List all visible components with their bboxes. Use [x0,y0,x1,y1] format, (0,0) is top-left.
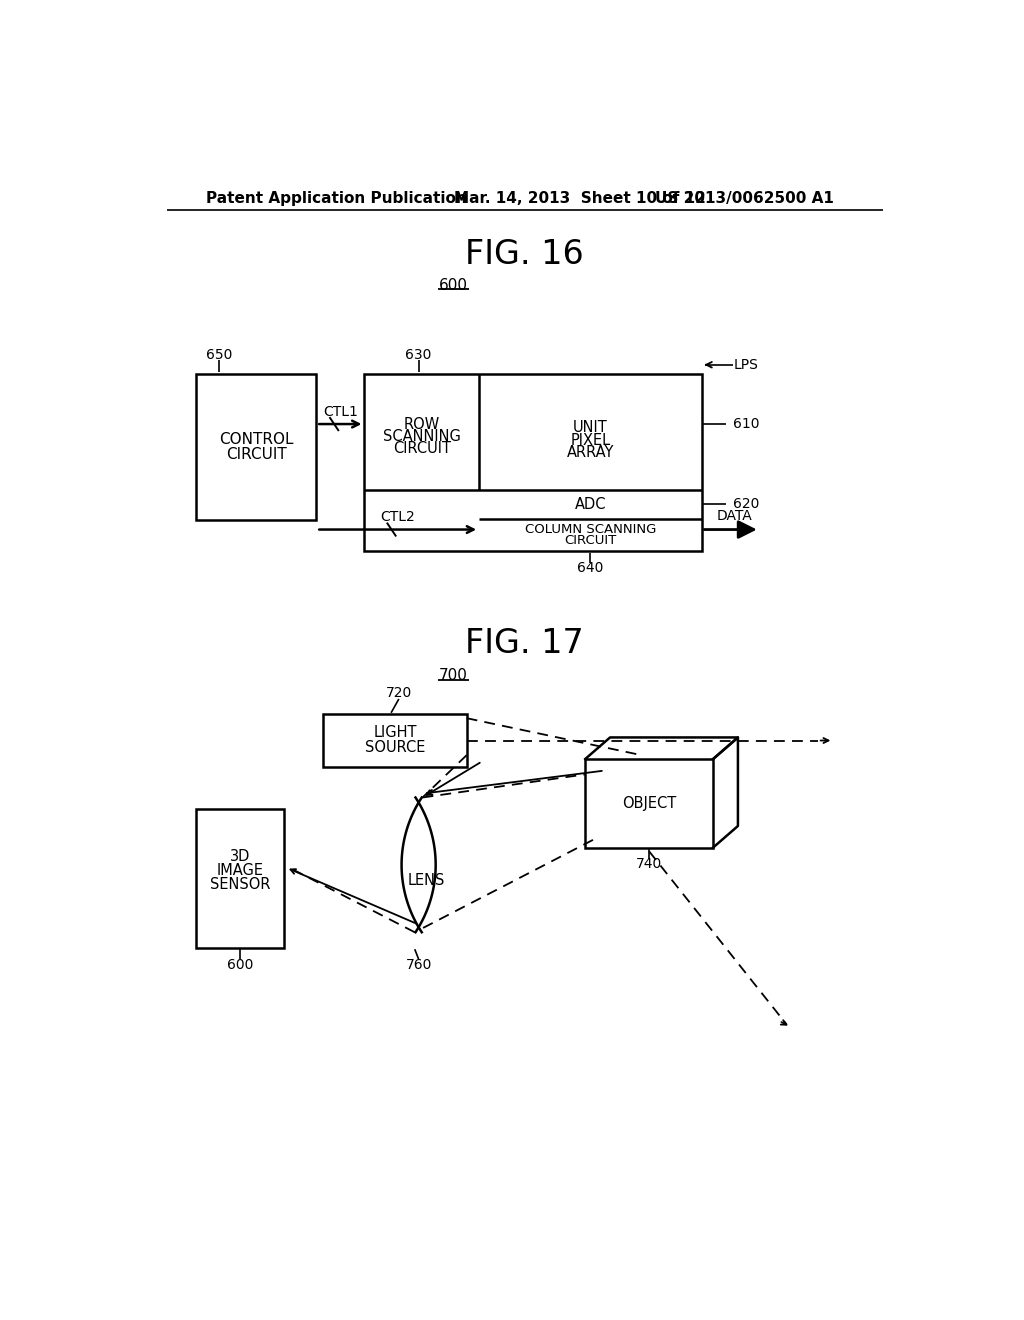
Text: CIRCUIT: CIRCUIT [226,447,287,462]
Text: CTL2: CTL2 [380,511,415,524]
Text: 650: 650 [206,347,232,362]
Text: CIRCUIT: CIRCUIT [393,441,451,457]
Bar [365,374,701,552]
Text: CTL1: CTL1 [323,405,357,418]
Text: CIRCUIT: CIRCUIT [564,533,616,546]
Text: 3D: 3D [229,849,250,865]
Text: 620: 620 [732,498,759,511]
Text: LPS: LPS [734,358,759,372]
Text: 600: 600 [439,279,468,293]
Text: LIGHT: LIGHT [373,725,417,739]
Text: SOURCE: SOURCE [365,741,425,755]
Text: FIG. 17: FIG. 17 [466,627,584,660]
Text: US 2013/0062500 A1: US 2013/0062500 A1 [655,191,834,206]
Text: ROW: ROW [403,417,440,432]
Text: OBJECT: OBJECT [622,796,676,810]
Text: SENSOR: SENSOR [210,876,270,892]
Text: 760: 760 [406,957,432,972]
Text: 610: 610 [732,417,759,432]
Text: ADC: ADC [574,496,606,512]
Text: COLUMN SCANNING: COLUMN SCANNING [524,523,656,536]
Text: UNIT: UNIT [572,420,607,436]
Text: ARRAY: ARRAY [566,445,614,461]
Text: Mar. 14, 2013  Sheet 10 of 12: Mar. 14, 2013 Sheet 10 of 12 [454,191,706,206]
Text: 740: 740 [636,858,663,871]
Bar [324,714,467,767]
Bar [197,809,284,948]
Bar [197,374,316,520]
Text: 700: 700 [439,668,468,684]
Text: 720: 720 [386,686,412,700]
Text: LENS: LENS [408,873,445,888]
Text: PIXEL: PIXEL [570,433,610,447]
Text: FIG. 16: FIG. 16 [466,238,584,271]
Text: SCANNING: SCANNING [383,429,461,444]
Bar [586,759,713,847]
Text: 600: 600 [226,957,253,972]
Text: 630: 630 [406,347,432,362]
Text: IMAGE: IMAGE [216,863,263,878]
Text: Patent Application Publication: Patent Application Publication [206,191,466,206]
Text: CONTROL: CONTROL [219,432,294,447]
Text: 640: 640 [578,561,603,576]
Text: DATA: DATA [716,508,752,523]
